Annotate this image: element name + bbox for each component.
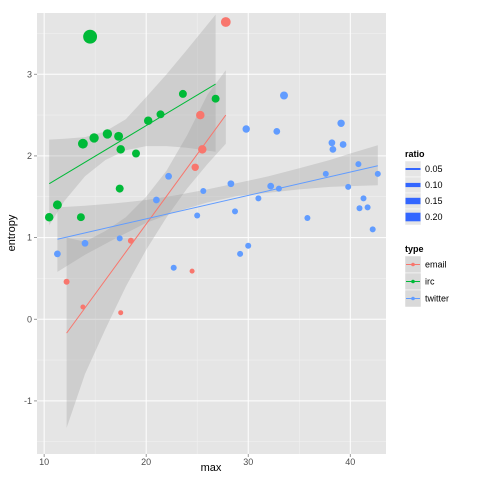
point-twitter xyxy=(355,161,362,168)
point-irc xyxy=(102,129,113,139)
point-twitter xyxy=(364,204,371,211)
point-twitter xyxy=(165,172,172,180)
x-axis-title: max xyxy=(201,462,222,474)
point-twitter xyxy=(345,183,352,190)
point-email xyxy=(63,278,70,285)
legend-ratio-key-swatch xyxy=(405,168,421,170)
point-twitter xyxy=(54,250,61,258)
point-twitter xyxy=(356,205,363,212)
confidence-band-irc xyxy=(49,14,216,226)
legend-ratio-label: 0.15 xyxy=(425,196,443,206)
point-twitter xyxy=(280,91,288,100)
point-irc xyxy=(83,29,98,44)
point-email xyxy=(191,163,199,171)
point-irc xyxy=(89,133,99,143)
legend-ratio-label: 0.10 xyxy=(425,180,443,190)
point-twitter xyxy=(322,170,329,177)
y-tick-label: 1 xyxy=(27,233,32,243)
point-twitter xyxy=(304,215,311,221)
point-twitter xyxy=(329,146,337,153)
x-tick-label: 40 xyxy=(345,457,355,467)
point-twitter xyxy=(200,188,207,194)
grid-minor xyxy=(37,13,386,454)
point-twitter xyxy=(194,212,201,219)
point-irc xyxy=(143,116,153,126)
point-irc xyxy=(76,213,85,222)
y-tick-label: 3 xyxy=(27,69,32,79)
point-email xyxy=(220,17,231,27)
y-axis-ticks: -1 0 1 2 3 xyxy=(24,69,37,406)
point-email xyxy=(189,268,195,274)
point-twitter xyxy=(170,264,177,271)
point-twitter xyxy=(337,119,345,128)
y-tick-label: 0 xyxy=(27,314,32,324)
point-irc xyxy=(78,138,88,149)
point-irc xyxy=(114,131,124,141)
point-irc xyxy=(132,149,140,158)
legend-ratio-keys: 0.05 0.10 0.15 0.20 xyxy=(404,160,443,226)
confidence-bands xyxy=(49,14,378,428)
point-email xyxy=(196,110,205,120)
point-twitter xyxy=(245,242,252,249)
point-irc xyxy=(211,94,220,103)
legend-type-label: irc xyxy=(425,277,435,287)
point-twitter xyxy=(273,128,281,135)
point-twitter xyxy=(232,208,238,215)
data-points xyxy=(44,17,381,316)
x-tick-label: 10 xyxy=(39,457,49,467)
legend-type-label: email xyxy=(425,260,447,270)
y-tick-label: 2 xyxy=(27,151,32,161)
point-twitter xyxy=(116,235,123,242)
point-email xyxy=(198,145,207,154)
point-twitter xyxy=(237,250,244,257)
legend-ratio-title: ratio xyxy=(405,149,425,159)
x-tick-label: 20 xyxy=(141,457,151,467)
legend-ratio-label: 0.20 xyxy=(425,212,443,222)
x-axis-ticks: 10 20 30 40 xyxy=(39,454,355,467)
legend-ratio-key-swatch xyxy=(405,212,421,222)
legend-type-key-point xyxy=(411,262,415,267)
grid-major xyxy=(37,13,386,454)
legend-type-title: type xyxy=(405,244,424,254)
trend-line-twitter xyxy=(57,165,378,240)
point-twitter xyxy=(328,139,336,147)
point-twitter xyxy=(267,182,275,190)
point-email xyxy=(118,310,124,316)
legend-type-keys: email irc twitter xyxy=(404,255,449,308)
legend-type-key-point xyxy=(411,296,415,301)
point-irc xyxy=(115,184,124,193)
point-irc xyxy=(156,110,165,119)
point-twitter xyxy=(275,185,282,192)
point-twitter xyxy=(81,239,89,247)
legend-ratio-key-swatch xyxy=(405,182,421,188)
point-twitter xyxy=(339,141,347,148)
confidence-band-twitter xyxy=(57,145,378,272)
point-irc xyxy=(52,200,62,210)
point-irc xyxy=(178,89,187,98)
point-twitter xyxy=(153,196,160,204)
point-email xyxy=(80,304,86,310)
y-axis-title: entropy xyxy=(6,214,18,251)
point-twitter xyxy=(360,195,367,202)
point-twitter xyxy=(255,195,262,202)
point-twitter xyxy=(369,226,376,233)
point-email xyxy=(127,237,134,244)
legend-ratio: ratio 0.05 0.10 0.15 0.20 xyxy=(404,149,443,226)
legend-type-key-point xyxy=(411,279,415,284)
confidence-band-email xyxy=(66,70,226,428)
point-irc xyxy=(44,212,54,222)
point-irc xyxy=(116,145,125,154)
trend-line-irc xyxy=(48,83,216,185)
legend-type: type email irc twitter xyxy=(404,244,449,308)
legend-type-label: twitter xyxy=(425,294,449,304)
point-twitter xyxy=(227,180,235,188)
x-tick-label: 30 xyxy=(243,457,253,467)
point-twitter xyxy=(374,170,381,177)
y-tick-label: -1 xyxy=(24,396,32,406)
legend-ratio-key-swatch xyxy=(405,197,421,205)
point-twitter xyxy=(242,125,250,133)
legend-ratio-label: 0.05 xyxy=(425,164,443,174)
